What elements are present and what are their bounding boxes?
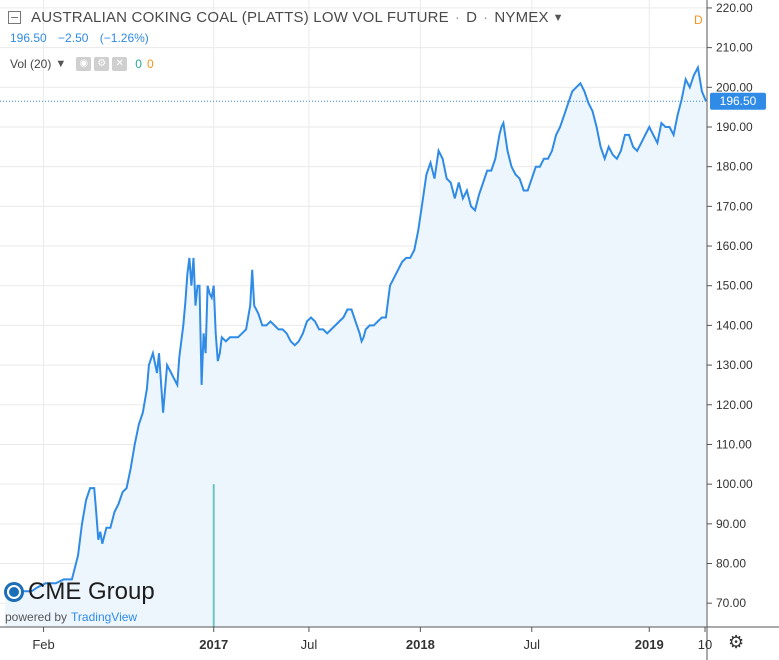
settings-icon[interactable]: ⚙ — [94, 57, 110, 71]
price-tick-label: 220.00 — [716, 1, 753, 15]
price-tick-label: 120.00 — [716, 398, 753, 412]
price-readout: 196.50 −2.50 (−1.26%) — [10, 31, 157, 45]
price-tick-label: 70.00 — [716, 596, 746, 610]
time-tick-label: Jul — [301, 637, 318, 652]
price-tick-label: 210.00 — [716, 41, 753, 55]
volume-value: 0 — [135, 57, 142, 71]
last-price-tag: 196.50 — [710, 92, 766, 110]
symbol-title[interactable]: AUSTRALIAN COKING COAL (PLATTS) LOW VOL … — [31, 9, 449, 26]
separator-dot: · — [454, 9, 461, 26]
price-change-value: −2.50 — [58, 31, 89, 45]
time-tick-label: 10 — [698, 637, 712, 652]
price-tick-label: 130.00 — [716, 358, 753, 372]
volume-indicator-label[interactable]: Vol (20) — [10, 57, 52, 71]
settings-gear-icon[interactable]: ⚙ — [728, 632, 745, 652]
price-tick-label: 170.00 — [716, 199, 753, 213]
time-tick-label: Jul — [523, 637, 540, 652]
time-tick-label: 2019 — [635, 637, 664, 652]
chevron-down-icon[interactable]: ▼ — [552, 11, 564, 24]
last-price-value: 196.50 — [10, 31, 47, 45]
symbol-legend[interactable]: AUSTRALIAN COKING COAL (PLATTS) LOW VOL … — [8, 9, 564, 26]
price-area-fill — [5, 67, 707, 627]
last-price-tag-text: 196.50 — [720, 94, 757, 108]
last-price-tag-bg — [710, 92, 766, 110]
volume-ma-value: 0 — [146, 57, 154, 71]
price-line — [5, 64, 707, 593]
interval-flag: D — [694, 13, 703, 27]
logo-text: CME Group — [28, 578, 155, 605]
cme-group-logo[interactable]: CME Group powered by TradingView — [4, 578, 155, 624]
powered-by-label: powered by — [5, 610, 68, 624]
close-icon[interactable]: ✕ — [112, 57, 128, 71]
price-tick-label: 100.00 — [716, 477, 753, 491]
separator-dot: · — [483, 9, 489, 26]
price-tick-label: 190.00 — [716, 120, 753, 134]
eye-icon[interactable]: ◉ — [76, 57, 92, 71]
time-tick-label: Feb — [32, 637, 54, 652]
globe-icon — [4, 582, 24, 602]
price-tick-label: 150.00 — [716, 279, 753, 293]
price-tick-label: 110.00 — [716, 437, 752, 451]
chevron-down-icon[interactable]: ▼ — [55, 58, 67, 70]
interval-label[interactable]: D — [466, 9, 478, 26]
exchange-label[interactable]: NYMEX — [494, 9, 549, 26]
powered-by[interactable]: powered by TradingView — [5, 610, 155, 624]
tradingview-link[interactable]: TradingView — [71, 610, 138, 624]
price-change-percent: (−1.26%) — [99, 31, 149, 45]
price-tick-label: 180.00 — [716, 160, 753, 174]
time-tick-label: 2017 — [199, 637, 228, 652]
price-axis[interactable]: 70.00 80.00 90.00 100.00 110.00 120.00 130.00 1… — [706, 0, 753, 660]
price-tick-label: 160.00 — [716, 239, 753, 253]
time-tick-label: 2018 — [406, 637, 435, 652]
price-tick-label: 90.00 — [716, 517, 746, 531]
price-tick-label: 140.00 — [716, 318, 753, 332]
time-axis[interactable]: Feb 2017 Jul 2018 Jul 2019 10 — [0, 626, 779, 652]
price-tick-label: 80.00 — [716, 557, 746, 571]
collapse-legend-icon[interactable] — [8, 11, 21, 24]
price-tick-label: 200.00 — [716, 80, 753, 94]
volume-legend[interactable]: Vol (20) ▼ ◉ ⚙ ✕ 0 0 — [10, 57, 154, 71]
